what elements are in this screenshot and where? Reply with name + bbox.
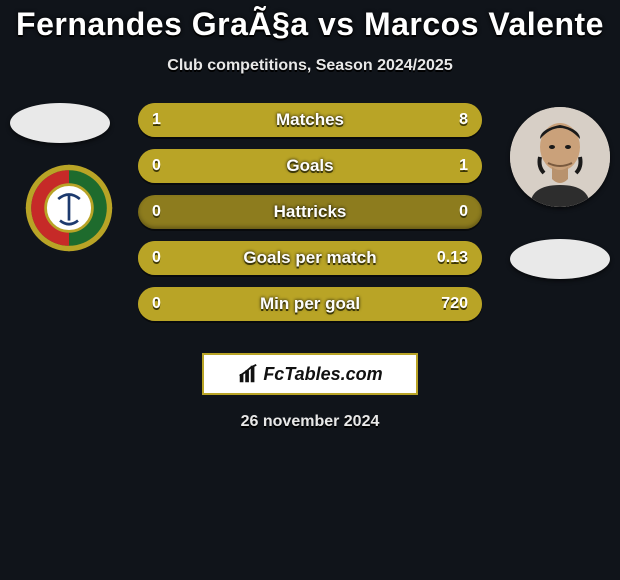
stat-rows: 1 Matches 8 0 Goals 1 0 Hattricks 0 0 Go… [138, 103, 482, 333]
footer-date: 26 november 2024 [0, 413, 620, 431]
stat-value-left: 0 [152, 203, 161, 221]
stat-value-right: 0.13 [437, 249, 468, 267]
stat-value-left: 1 [152, 111, 161, 129]
player-right-avatar [510, 107, 610, 207]
comparison-card: Fernandes GraÃ§a vs Marcos Valente Club … [0, 0, 620, 431]
stat-value-left: 0 [152, 157, 161, 175]
stat-row-hattricks: 0 Hattricks 0 [138, 195, 482, 229]
stat-label: Goals per match [243, 248, 376, 268]
stats-area: 1 Matches 8 0 Goals 1 0 Hattricks 0 0 Go… [0, 103, 620, 335]
stat-label: Matches [276, 110, 344, 130]
stat-value-left: 0 [152, 249, 161, 267]
stat-value-right: 720 [441, 295, 468, 313]
stat-row-min-per-goal: 0 Min per goal 720 [138, 287, 482, 321]
stat-value-right: 1 [459, 157, 468, 175]
page-subtitle: Club competitions, Season 2024/2025 [0, 57, 620, 75]
player-left-club-badge [24, 163, 114, 253]
brand-text: FcTables.com [263, 364, 382, 385]
stat-value-left: 0 [152, 295, 161, 313]
stat-label: Min per goal [260, 294, 360, 314]
person-icon [510, 107, 610, 207]
stat-row-matches: 1 Matches 8 [138, 103, 482, 137]
stat-value-right: 8 [459, 111, 468, 129]
page-title: Fernandes GraÃ§a vs Marcos Valente [0, 6, 620, 43]
player-right-club-badge [510, 239, 610, 279]
brand-badge[interactable]: FcTables.com [202, 353, 418, 395]
stat-label: Goals [286, 156, 333, 176]
player-left-avatar [10, 103, 110, 143]
stat-value-right: 0 [459, 203, 468, 221]
stat-row-goals: 0 Goals 1 [138, 149, 482, 183]
club-badge-icon [24, 163, 114, 253]
stat-row-goals-per-match: 0 Goals per match 0.13 [138, 241, 482, 275]
stat-label: Hattricks [274, 202, 347, 222]
bar-chart-icon [237, 363, 259, 385]
